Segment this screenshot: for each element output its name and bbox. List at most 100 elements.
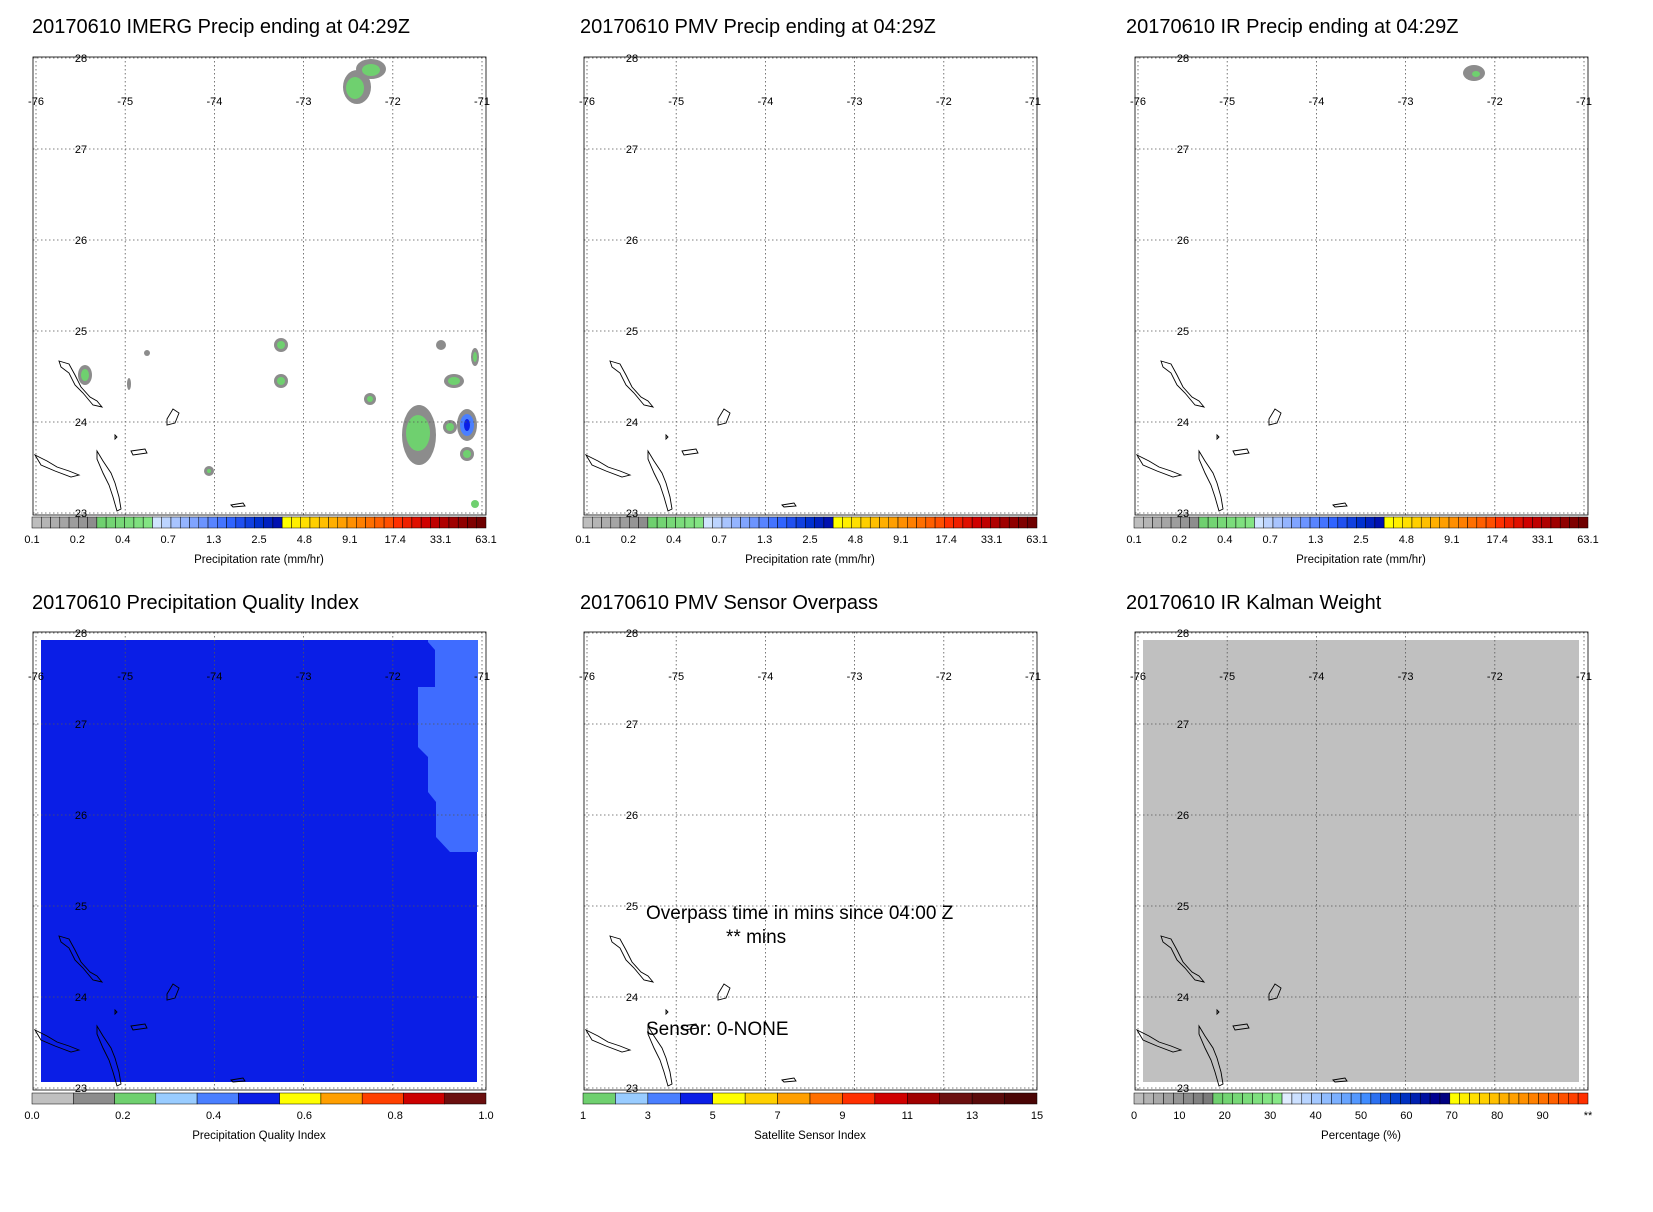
y-tick-label: 25 bbox=[1177, 326, 1189, 338]
y-tick-label: 26 bbox=[626, 235, 638, 247]
colorbar-swatch bbox=[59, 516, 70, 529]
colorbar-swatch bbox=[1459, 1092, 1470, 1105]
colorbar-swatch bbox=[999, 516, 1010, 529]
colorbar-swatch bbox=[874, 1092, 908, 1105]
colorbar-swatch bbox=[1180, 516, 1190, 529]
colorbar-tick-label: 1.3 bbox=[206, 534, 221, 546]
colorbar-tick-label: 0.2 bbox=[115, 1110, 130, 1122]
y-tick-label: 28 bbox=[1177, 53, 1189, 65]
colorbar-tick-label: 0.2 bbox=[621, 534, 636, 546]
colorbar-swatch bbox=[189, 516, 200, 529]
island-outline bbox=[1135, 1028, 1183, 1053]
colorbar-tick-label: 2.5 bbox=[1353, 534, 1368, 546]
colorbar-swatch bbox=[1356, 516, 1366, 529]
y-tick-label: 25 bbox=[626, 326, 638, 338]
colorbar-title: Precipitation Quality Index bbox=[192, 1130, 326, 1142]
island-outline bbox=[681, 448, 699, 456]
colorbar-swatch bbox=[1300, 516, 1311, 529]
y-tick-label: 26 bbox=[75, 810, 87, 822]
colorbar-swatch bbox=[87, 516, 98, 529]
precip-cell bbox=[207, 469, 211, 473]
island-outline bbox=[609, 935, 655, 983]
colorbar-swatch bbox=[1458, 516, 1468, 529]
colorbar-tick-label: 0.1 bbox=[1126, 534, 1141, 546]
colorbar: 0.0 0.2 0.4 0.6 0.8 1.0 Precipitation Quality … bbox=[24, 1092, 494, 1142]
colorbar-swatch bbox=[1226, 516, 1237, 529]
colorbar-swatch bbox=[96, 516, 107, 529]
colorbar-swatch bbox=[1143, 516, 1153, 529]
colorbar-tick-label: 0.0 bbox=[24, 1110, 39, 1122]
colorbar-swatch bbox=[1262, 1092, 1273, 1105]
colorbar-swatch bbox=[1393, 516, 1403, 529]
colorbar-swatch bbox=[383, 516, 394, 529]
colorbar-swatch bbox=[758, 516, 769, 529]
map-kalman-weight: -76 -75 -74 -73 -72 -71 28 27 26 25 24 23 0 10 20 30 40 5… bbox=[1130, 628, 1593, 1142]
colorbar-swatch bbox=[842, 1092, 876, 1105]
colorbar-swatch bbox=[50, 516, 61, 529]
colorbar-swatch bbox=[860, 516, 871, 529]
colorbar-swatch bbox=[115, 516, 125, 529]
colorbar-tick-label: 0.4 bbox=[115, 534, 130, 546]
colorbar-title: Percentage (%) bbox=[1321, 1130, 1401, 1142]
colorbar-tick-label: 9.1 bbox=[342, 534, 357, 546]
colorbar-swatch bbox=[795, 516, 806, 529]
colorbar-swatch bbox=[476, 516, 487, 529]
x-tick-label: -72 bbox=[385, 96, 401, 108]
island-outline bbox=[1332, 1077, 1348, 1083]
map-sensor-overpass: -76 -75 -74 -73 -72 -71 28 27 26 25 24 23 Overpass t… bbox=[579, 628, 1043, 1142]
island-outline bbox=[130, 448, 148, 456]
colorbar-swatch bbox=[1173, 1092, 1184, 1105]
overpass-mins-label: ** mins bbox=[726, 927, 786, 948]
kalman-field bbox=[1143, 640, 1579, 1082]
colorbar-tick-label: 13 bbox=[966, 1110, 978, 1122]
colorbar-swatch bbox=[244, 516, 255, 529]
colorbar-swatch bbox=[457, 516, 468, 529]
colorbar-tick-label: 4.8 bbox=[297, 534, 312, 546]
colorbar-swatch bbox=[638, 516, 649, 529]
colorbar-swatch bbox=[1400, 1092, 1411, 1105]
precip-cell bbox=[446, 423, 454, 431]
colorbar-swatch bbox=[629, 516, 639, 529]
y-tick-label: 28 bbox=[1177, 628, 1189, 640]
colorbar-swatch bbox=[1281, 516, 1292, 529]
colorbar-swatch bbox=[291, 516, 301, 529]
colorbar-swatch bbox=[1337, 516, 1348, 529]
colorbar-swatch bbox=[601, 516, 612, 529]
colorbar-swatch bbox=[656, 516, 667, 529]
island-outline bbox=[114, 433, 118, 441]
colorbar-tick-label: 0.7 bbox=[712, 534, 727, 546]
colorbar-tick-label: 33.1 bbox=[1532, 534, 1553, 546]
island-outline bbox=[584, 1028, 632, 1053]
y-tick-label: 23 bbox=[1177, 1083, 1189, 1095]
colorbar-swatch bbox=[1513, 516, 1524, 529]
precip-cell bbox=[406, 415, 430, 451]
colorbar-swatch bbox=[809, 1092, 843, 1105]
colorbar-swatch bbox=[1143, 1092, 1154, 1105]
colorbar-swatch bbox=[68, 516, 79, 529]
island-outline bbox=[96, 1024, 122, 1087]
precip-cell bbox=[464, 419, 470, 431]
colorbar-swatch bbox=[1183, 1092, 1194, 1105]
precip-cell bbox=[473, 352, 477, 362]
colorbar-tick-label: 33.1 bbox=[430, 534, 451, 546]
y-tick-label: 25 bbox=[75, 326, 87, 338]
precip-cell bbox=[471, 500, 479, 508]
colorbar-swatch bbox=[971, 1092, 1005, 1105]
x-tick-label: -72 bbox=[1487, 96, 1503, 108]
precip-cell bbox=[277, 341, 285, 349]
island-outline bbox=[230, 502, 246, 508]
y-tick-label: 25 bbox=[626, 901, 638, 913]
grid-lines bbox=[33, 632, 486, 1090]
island-outline bbox=[1332, 502, 1348, 508]
x-tick-label: -74 bbox=[1308, 96, 1324, 108]
colorbar-swatch bbox=[78, 516, 88, 529]
colorbar-tick-label: 10 bbox=[1173, 1110, 1185, 1122]
colorbar-tick-label: 80 bbox=[1491, 1110, 1503, 1122]
colorbar-tick-label: 0.4 bbox=[1217, 534, 1232, 546]
colorbar-swatch bbox=[1476, 516, 1487, 529]
colorbar-swatch bbox=[1235, 516, 1246, 529]
island-outline bbox=[665, 433, 669, 441]
island-outline bbox=[681, 1023, 699, 1031]
